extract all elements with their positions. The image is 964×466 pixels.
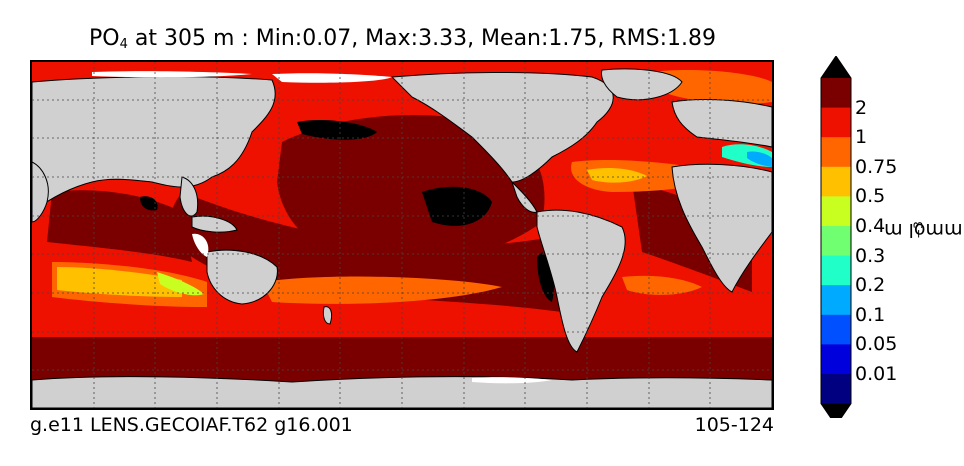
colorbar-tick-label: 0.05 (855, 333, 898, 356)
colorbar-tick-label: 0.3 (855, 244, 886, 267)
ocean-field-map (32, 62, 772, 408)
colorbar-segment (821, 344, 851, 375)
colorbar-tick-label: 0.2 (855, 274, 886, 297)
colorbar-segment (821, 78, 851, 109)
colorbar-tick-label: 0.75 (855, 155, 898, 178)
land-europe (671, 99, 772, 148)
okhotsk-extreme (297, 120, 377, 140)
land-new-zealand (322, 306, 333, 325)
colorbar-segment (821, 314, 851, 345)
east-pacific-extreme (422, 186, 492, 226)
colorbar-segment (821, 196, 851, 227)
title-variable-subscript: 4 (119, 37, 128, 52)
unit-main: mmol m (883, 219, 963, 242)
colorbar-segment (821, 255, 851, 286)
land-indonesia (191, 215, 238, 233)
colorbar-segment (821, 137, 851, 168)
land-indochina (179, 176, 199, 217)
colorbar-outline (820, 56, 852, 418)
south-atlantic-gyre (622, 275, 702, 295)
north-atlantic-gyre-core (587, 168, 647, 183)
south-pacific-gyre (262, 276, 502, 304)
land-australia (206, 249, 278, 305)
colorbar-tick-label: 0.5 (855, 185, 886, 208)
leeuwin-low (157, 272, 204, 296)
colorbar-over-arrow (821, 56, 851, 78)
arctic-ice-pacific (272, 73, 392, 83)
sea-ice (92, 71, 552, 384)
colorbar-segment (821, 285, 851, 316)
north-atlantic-subpolar (652, 70, 772, 104)
map-panel (30, 60, 774, 410)
north-pacific-high (277, 114, 545, 265)
year-range: 105-124 (694, 414, 774, 436)
map-title: PO4 at 305 m : Min:0.07, Max:3.33, Mean:… (30, 26, 775, 52)
land-africa (671, 163, 772, 293)
colorbar-segment (821, 166, 851, 197)
land-africa-east (32, 161, 49, 223)
colorbar-tick-label: 0.4 (855, 215, 886, 237)
colorbar-segment (821, 107, 851, 138)
title-variable: PO (88, 26, 120, 51)
arabian-sea-extreme (140, 196, 158, 211)
colorbar-segment (821, 374, 851, 405)
colorbar-unit: mmol m −3 (884, 170, 962, 290)
title-stats: at 305 m : Min:0.07, Max:3.33, Mean:1.75… (127, 26, 717, 51)
colorbar-tick-label: 1 (855, 126, 868, 149)
colorbar-segment (821, 226, 851, 257)
colorbar-tick-label: 0.1 (855, 303, 886, 326)
indonesian-seas-mask (192, 233, 209, 257)
colorbar (820, 56, 852, 418)
colorbar-tick-label: 0.01 (855, 363, 898, 385)
land-greenland (601, 68, 683, 101)
case-name: g.e11 LENS.GECOIAF.T62 g16.001 (30, 414, 353, 436)
colorbar-tick-label: 2 (855, 96, 868, 119)
arctic-ice-siberia (92, 71, 252, 78)
south-indian-gyre-core (57, 267, 182, 297)
graticule (32, 62, 772, 408)
mediterranean-lowest (747, 151, 772, 167)
antarctic-ice-shelf (472, 377, 552, 384)
land-south-america (536, 209, 626, 353)
